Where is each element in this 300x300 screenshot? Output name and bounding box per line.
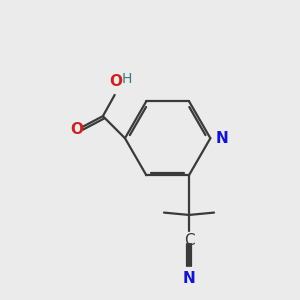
Text: O: O xyxy=(70,122,83,137)
Text: N: N xyxy=(183,271,195,286)
Text: H: H xyxy=(122,72,132,86)
Text: C: C xyxy=(184,232,194,247)
Text: O: O xyxy=(109,74,122,89)
Text: N: N xyxy=(216,131,228,146)
